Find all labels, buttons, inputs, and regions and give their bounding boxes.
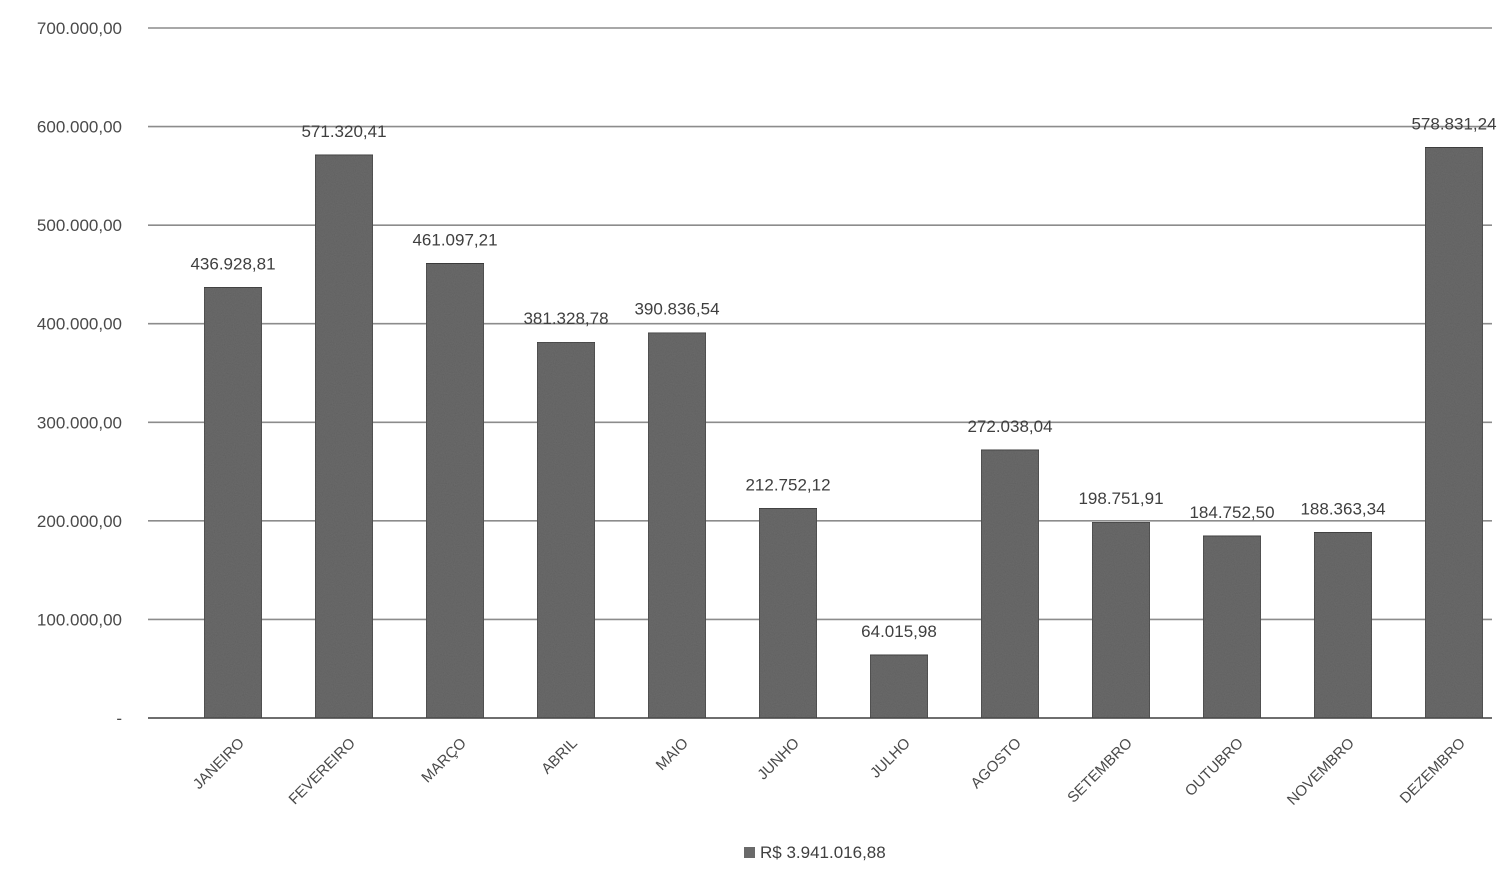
- y-tick-label: -: [116, 709, 122, 728]
- legend: R$ 3.941.016,88: [744, 843, 886, 862]
- bar: [1202, 535, 1262, 719]
- bar: [203, 286, 263, 719]
- legend-swatch: [744, 847, 755, 858]
- x-category-label: JANEIRO: [190, 735, 248, 793]
- y-tick-label: 200.000,00: [37, 512, 122, 531]
- x-category-label: AGOSTO: [968, 735, 1025, 792]
- bar: [314, 154, 374, 719]
- y-tick-label: 700.000,00: [37, 19, 122, 38]
- y-tick-label: 100.000,00: [37, 610, 122, 629]
- x-category-label: MARÇO: [418, 735, 470, 787]
- data-label: 184.752,50: [1189, 503, 1274, 522]
- x-category-label: DEZEMBRO: [1397, 735, 1469, 807]
- bar: [980, 449, 1040, 719]
- data-label: 188.363,34: [1300, 499, 1385, 518]
- y-tick-label: 300.000,00: [37, 413, 122, 432]
- bar: [425, 262, 485, 719]
- data-label: 578.831,24: [1411, 114, 1496, 133]
- x-category-label: JULHO: [867, 735, 914, 782]
- bar: [1313, 531, 1373, 719]
- x-category-label: OUTUBRO: [1182, 735, 1247, 800]
- x-category-label: JUNHO: [754, 735, 803, 784]
- data-label: 198.751,91: [1078, 489, 1163, 508]
- x-category-label: SETEMBRO: [1064, 735, 1136, 807]
- x-category-label: FEVEREIRO: [286, 735, 359, 808]
- x-axis-category-labels: JANEIRO FEVEREIRO MARÇO ABRIL MAIO JUNHO JULHO…: [190, 735, 1469, 809]
- data-label: 390.836,54: [634, 300, 719, 319]
- bar: [536, 341, 596, 719]
- y-tick-label: 400.000,00: [37, 315, 122, 334]
- x-category-label: ABRIL: [538, 735, 581, 778]
- data-label: 64.015,98: [861, 622, 937, 641]
- x-category-label: NOVEMBRO: [1284, 735, 1358, 809]
- y-tick-label: 500.000,00: [37, 216, 122, 235]
- bars: [203, 146, 1484, 719]
- y-axis-tick-labels: - 100.000,00 200.000,00 300.000,00 400.000,0…: [37, 19, 122, 728]
- data-labels: 436.928,81 571.320,41 461.097,21 381.328,78…: [190, 114, 1496, 640]
- bar: [758, 507, 818, 719]
- bar: [1091, 521, 1151, 719]
- data-label: 272.038,04: [967, 417, 1052, 436]
- x-category-label: MAIO: [653, 735, 692, 774]
- bar: [647, 332, 707, 719]
- y-tick-label: 600.000,00: [37, 118, 122, 137]
- data-label: 381.328,78: [523, 309, 608, 328]
- bar: [869, 654, 929, 719]
- data-label: 571.320,41: [301, 122, 386, 141]
- data-label: 461.097,21: [412, 230, 497, 249]
- bar: [1424, 146, 1484, 719]
- legend-label: R$ 3.941.016,88: [760, 843, 886, 862]
- data-label: 212.752,12: [745, 475, 830, 494]
- data-label: 436.928,81: [190, 254, 275, 273]
